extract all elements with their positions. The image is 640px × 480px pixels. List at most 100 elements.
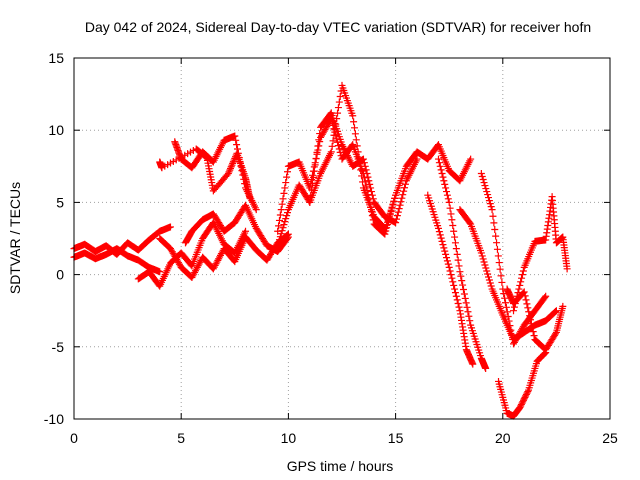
data-point-fill — [439, 241, 447, 249]
sat-track-13 — [434, 155, 490, 372]
data-point-fill — [501, 294, 509, 302]
data-point-fill — [487, 282, 495, 290]
sat-track-15 — [477, 170, 550, 348]
data-point-fill — [552, 308, 560, 316]
y-tick-label: -10 — [44, 411, 64, 427]
data-point-fill — [232, 136, 240, 144]
data-point-fill — [276, 233, 284, 241]
data-point-fill — [461, 294, 469, 302]
data-point-fill — [202, 153, 210, 161]
data-point-fill — [452, 292, 460, 300]
x-tick-label: 10 — [281, 430, 297, 446]
data-point-fill — [395, 205, 403, 213]
data-point — [434, 155, 442, 163]
data-point-fill — [335, 145, 343, 153]
data-point-fill — [515, 285, 523, 293]
data-point-fill — [400, 187, 408, 195]
data-point-fill — [396, 201, 404, 209]
data-point-fill — [350, 118, 358, 126]
data-point-fill — [277, 230, 285, 238]
data-point-fill — [526, 312, 534, 320]
data-point — [563, 265, 571, 273]
data-point-fill — [384, 218, 392, 226]
y-tick-label: 0 — [56, 267, 64, 283]
data-point-fill — [282, 215, 290, 223]
data-point-fill — [524, 388, 532, 396]
data-point — [359, 155, 367, 163]
data-point-fill — [359, 178, 367, 186]
sat-track-1 — [70, 223, 174, 258]
data-point-fill — [444, 195, 452, 203]
data-point-fill — [436, 162, 444, 170]
data-point-fill — [457, 272, 465, 280]
data-point-fill — [351, 124, 359, 132]
data-point-fill — [369, 195, 377, 203]
data-point-fill — [447, 210, 455, 218]
data-point-fill — [352, 136, 360, 144]
data-point-fill — [230, 156, 238, 164]
data-point-fill — [480, 258, 488, 266]
data-point — [156, 268, 164, 276]
data-point-fill — [353, 142, 361, 150]
data-point-fill — [466, 219, 474, 227]
sat-track-11 — [381, 141, 475, 235]
data-point-fill — [443, 257, 451, 265]
data-point-fill — [438, 237, 446, 245]
data-point-fill — [495, 259, 503, 267]
data-point-fill — [441, 180, 449, 188]
sat-track-6 — [181, 201, 292, 255]
data-point-fill — [401, 180, 409, 188]
data-point-fill — [283, 173, 291, 181]
data-point — [349, 112, 357, 120]
data-point-fill — [225, 168, 233, 176]
data-point-fill — [435, 159, 443, 167]
data-point-fill — [522, 296, 530, 304]
data-point-fill — [275, 222, 283, 230]
data-point-fill — [440, 177, 448, 185]
data-point-fill — [367, 184, 375, 192]
data-point — [467, 155, 475, 163]
data-point-fill — [485, 194, 493, 202]
data-point-fill — [394, 208, 402, 216]
data-point — [166, 223, 174, 231]
data-point — [469, 360, 477, 368]
data-point-fill — [482, 264, 490, 272]
data-point — [284, 233, 292, 241]
data-point-fill — [309, 180, 317, 188]
sat-track-12 — [424, 191, 477, 368]
data-point-fill — [389, 200, 397, 208]
chart-title: Day 042 of 2024, Sidereal Day-to-day VTE… — [85, 19, 591, 35]
data-point-fill — [275, 216, 283, 224]
data-point-fill — [383, 221, 391, 229]
sat-track-18 — [503, 285, 567, 354]
data-point-fill — [528, 324, 536, 332]
data-point-fill — [518, 271, 526, 279]
data-point-fill — [453, 250, 461, 258]
data-point-fill — [498, 278, 506, 286]
data-point-fill — [366, 180, 374, 188]
data-point-fill — [458, 277, 466, 285]
data-point-fill — [280, 189, 288, 197]
data-point-fill — [281, 184, 289, 192]
data-point-fill — [443, 188, 451, 196]
data-point-fill — [483, 188, 491, 196]
data-point — [510, 307, 518, 315]
data-point-fill — [505, 317, 513, 325]
data-point-fill — [526, 316, 534, 324]
data-point — [274, 242, 282, 250]
data-point-fill — [437, 166, 445, 174]
data-point-fill — [329, 137, 337, 145]
data-point-fill — [226, 166, 234, 174]
data-point-fill — [311, 161, 319, 169]
data-point-fill — [391, 194, 399, 202]
data-point-fill — [492, 232, 500, 240]
data-point-fill — [385, 212, 393, 220]
data-point — [520, 288, 528, 296]
data-point — [477, 170, 485, 178]
data-point — [306, 198, 314, 206]
data-point — [392, 219, 400, 227]
data-point-fill — [279, 224, 287, 232]
data-point-fill — [447, 271, 455, 279]
